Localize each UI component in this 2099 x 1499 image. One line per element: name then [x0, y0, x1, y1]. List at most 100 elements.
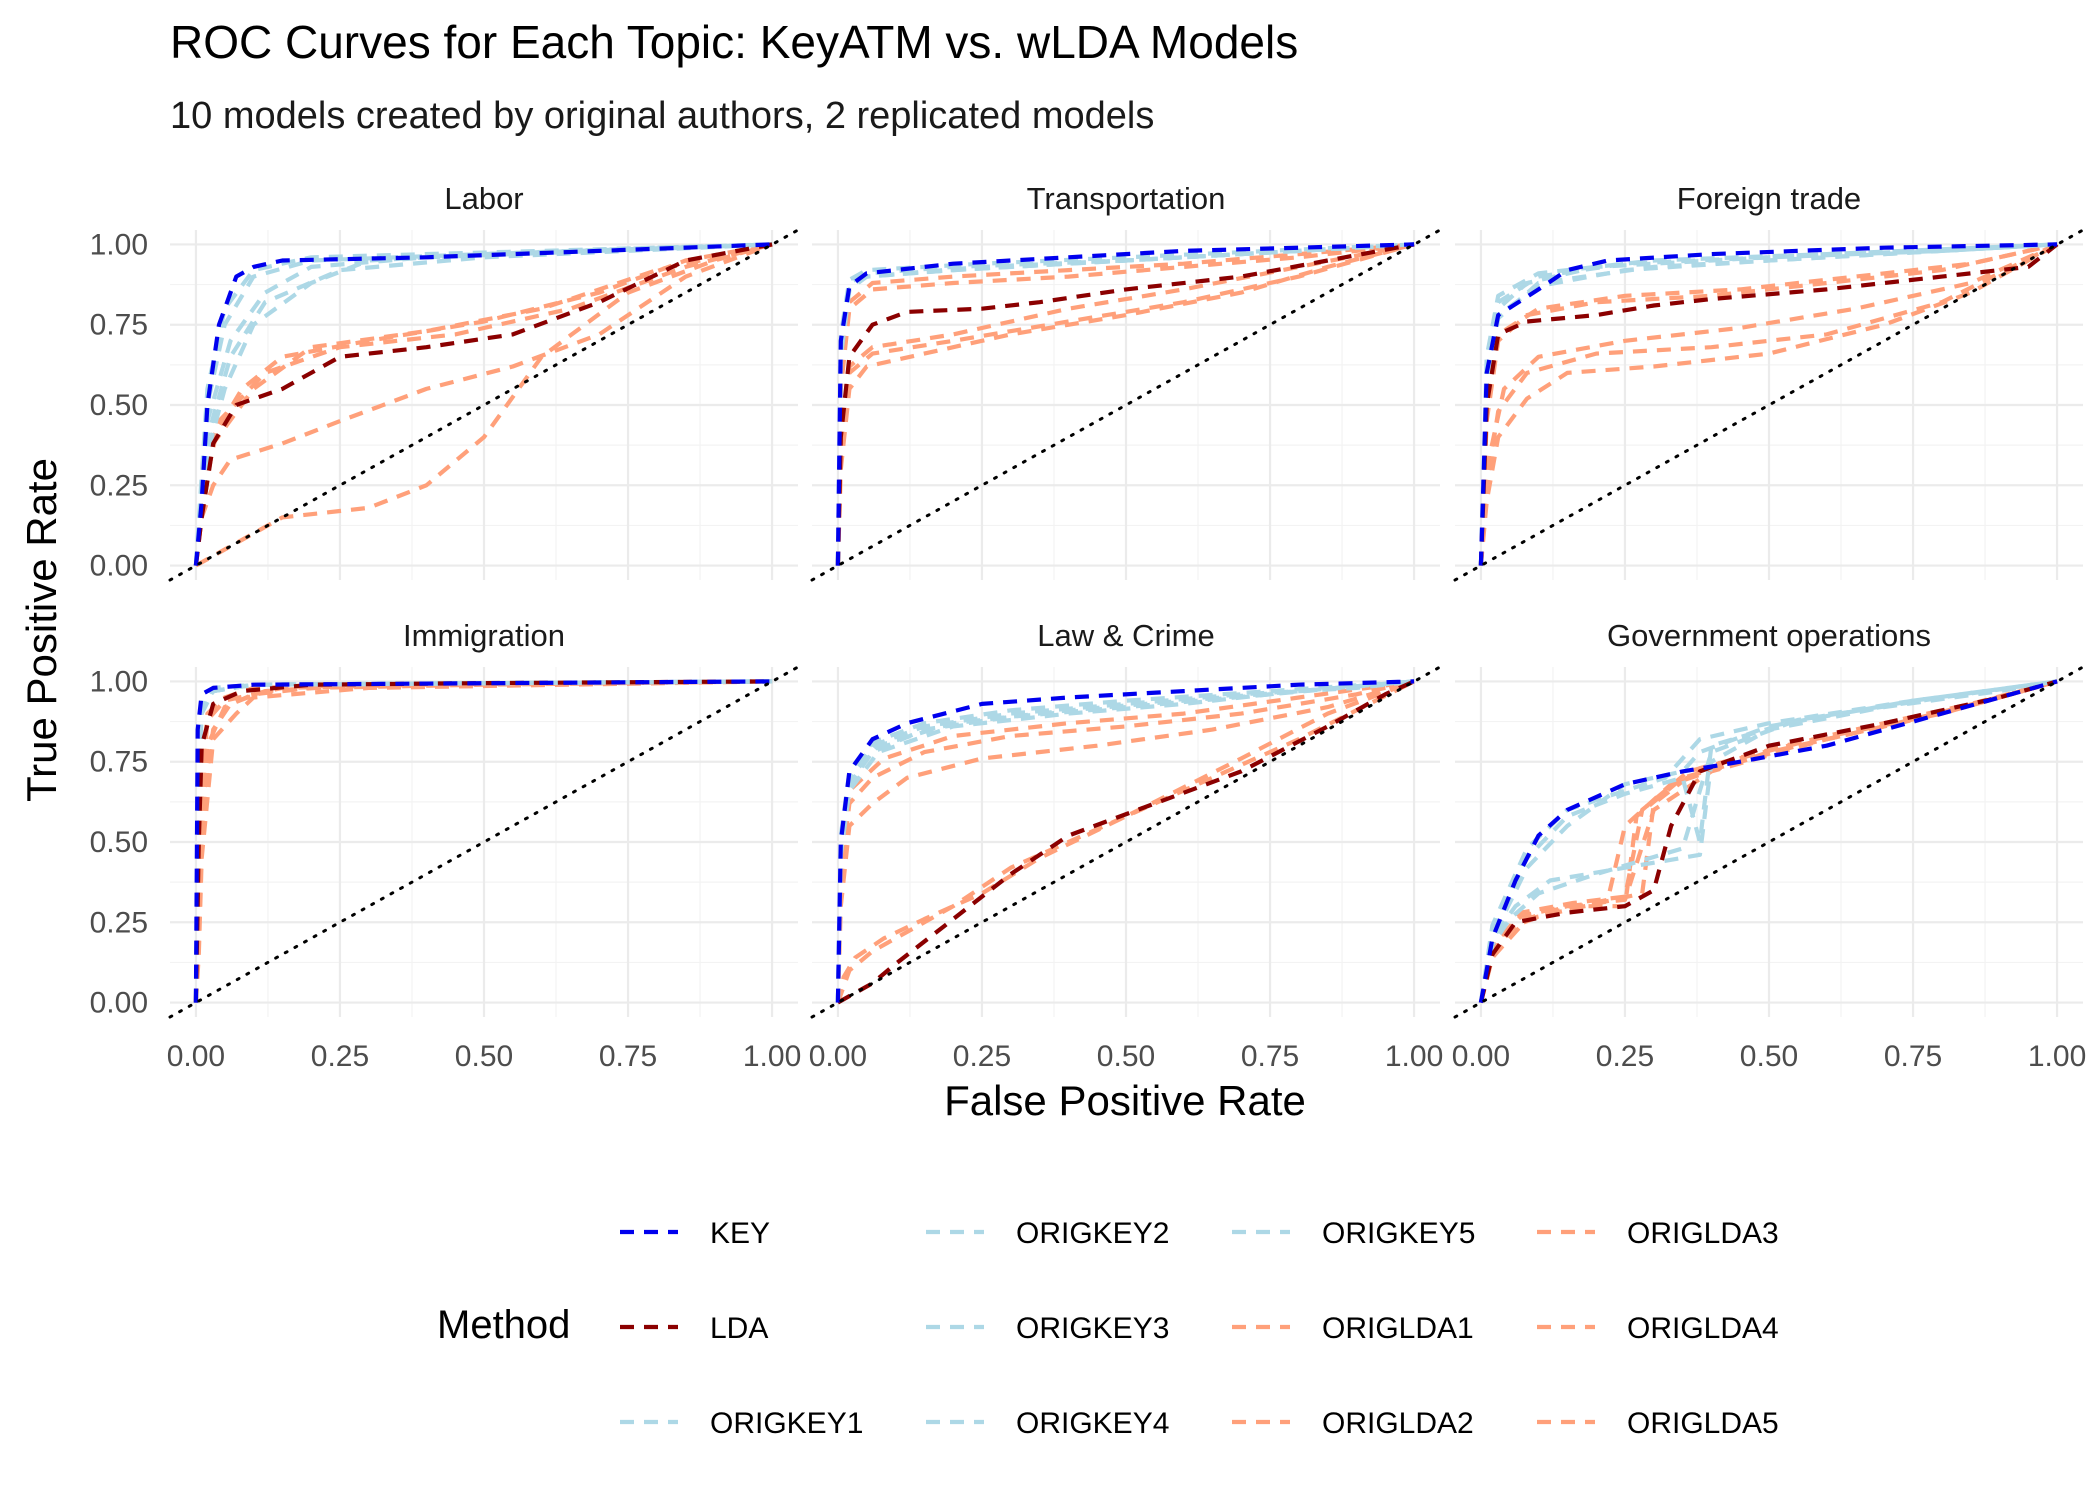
x-tick-label: 1.00	[743, 1040, 801, 1073]
legend-label: ORIGKEY4	[1016, 1407, 1169, 1440]
panel-strip-label: Law & Crime	[1037, 618, 1214, 653]
legend-item-origkey5: ORIGKEY5	[1232, 1217, 1475, 1250]
roc-line-lda	[1478, 679, 2058, 1004]
roc-line-lda	[193, 242, 773, 566]
x-tick-label: 0.25	[953, 1040, 1011, 1073]
roc-line-key	[835, 679, 1415, 1003]
roc-line-key	[193, 679, 773, 1003]
roc-line-origkey5	[835, 242, 1415, 566]
legend-item-origkey2: ORIGKEY2	[926, 1217, 1169, 1250]
panel-grid	[812, 230, 1440, 580]
x-tick-label: 0.00	[167, 1040, 225, 1073]
roc-line-key	[835, 242, 1415, 566]
y-tick-label: 1.00	[90, 228, 148, 261]
roc-line-origkey5	[1478, 679, 2058, 1003]
roc-line-origlda4	[1478, 242, 2058, 566]
roc-line-origkey3	[835, 679, 1415, 1003]
roc-line-origkey5	[193, 242, 773, 566]
x-tick-label: 0.50	[1097, 1040, 1155, 1073]
roc-line-origlda1	[1478, 679, 2058, 1004]
legend-item-origlda1: ORIGLDA1	[1232, 1312, 1474, 1345]
y-tick-label: 0.75	[90, 309, 148, 342]
panel-law-crime: Law & Crime 0.00 0.25 0.50 0.75 1.00	[809, 618, 1444, 1073]
legend-label: ORIGLDA2	[1322, 1407, 1474, 1440]
roc-line-key	[1478, 679, 2058, 1003]
y-axis-title: True Positive Rate	[18, 458, 65, 802]
roc-line-origkey4	[1478, 679, 2058, 1004]
y-tick-label: 0.00	[90, 987, 148, 1020]
legend-label: KEY	[710, 1217, 770, 1250]
legend-item-origlda4: ORIGLDA4	[1537, 1312, 1779, 1345]
chart-subtitle: 10 models created by original authors, 2…	[170, 95, 1154, 137]
panel-grid	[1455, 230, 2083, 580]
y-tick-label: 0.25	[90, 469, 148, 502]
y-tick-label: 0.75	[90, 746, 148, 779]
legend-label: ORIGKEY2	[1016, 1217, 1169, 1250]
reference-diagonal	[168, 228, 800, 582]
legend-item-lda: LDA	[620, 1312, 768, 1345]
legend-item-key: KEY	[620, 1217, 770, 1250]
x-tick-label: 1.00	[1385, 1040, 1443, 1073]
reference-diagonal	[1453, 228, 2085, 582]
legend-label: ORIGLDA4	[1627, 1312, 1779, 1345]
legend-item-origkey3: ORIGKEY3	[926, 1312, 1169, 1345]
legend: Method KEY LDA ORIGKEY1 ORIGKEY2 ORIGKEY3 ORI…	[437, 1217, 1779, 1440]
roc-line-origkey5	[835, 679, 1415, 1003]
legend-title: Method	[437, 1303, 570, 1347]
panel-foreign-trade: Foreign trade	[1453, 181, 2085, 582]
panel-labor: Labor 0.00 0.25 0.50 0.75 1.00	[90, 181, 800, 583]
roc-line-origlda4	[835, 679, 1415, 1003]
panel-grid	[812, 667, 1440, 1017]
legend-item-origkey4: ORIGKEY4	[926, 1407, 1169, 1440]
roc-line-origkey4	[835, 242, 1415, 566]
roc-line-origlda2	[835, 679, 1416, 1004]
legend-label: ORIGLDA5	[1627, 1407, 1779, 1440]
roc-line-lda	[835, 242, 1415, 566]
y-tick-label: 0.00	[90, 550, 148, 583]
panel-immigration: Immigration 0.00 0.25 0.50 0.75 1.00 0.00 0.25 0…	[90, 618, 802, 1073]
reference-diagonal	[1453, 665, 2085, 1019]
reference-diagonal	[168, 665, 800, 1019]
roc-line-lda	[193, 679, 773, 1003]
panel-strip-label: Labor	[444, 181, 523, 216]
legend-label: ORIGKEY3	[1016, 1312, 1169, 1345]
roc-line-origlda5	[1478, 679, 2058, 1004]
x-axis-title: False Positive Rate	[944, 1077, 1306, 1124]
reference-diagonal	[810, 228, 1442, 582]
x-tick-label: 0.75	[599, 1040, 657, 1073]
x-tick-label: 0.00	[809, 1040, 867, 1073]
legend-item-origlda2: ORIGLDA2	[1232, 1407, 1474, 1440]
panel-strip-label: Immigration	[403, 618, 565, 653]
facet-panels: Labor 0.00 0.25 0.50 0.75 1.00 Transportation F…	[90, 181, 2087, 1073]
legend-label: LDA	[710, 1312, 768, 1345]
legend-item-origlda5: ORIGLDA5	[1537, 1407, 1779, 1440]
roc-line-origkey1	[1478, 679, 2058, 1003]
legend-label: ORIGKEY5	[1322, 1217, 1475, 1250]
reference-diagonal	[810, 665, 1442, 1019]
roc-line-origlda1	[835, 679, 1415, 1004]
roc-line-lda	[1478, 242, 2059, 566]
x-tick-label: 0.25	[311, 1040, 369, 1073]
panel-strip-label: Foreign trade	[1677, 181, 1861, 216]
y-tick-label: 0.50	[90, 826, 148, 859]
roc-line-origlda3	[835, 679, 1415, 1003]
x-tick-label: 1.00	[2028, 1040, 2086, 1073]
legend-item-origkey1: ORIGKEY1	[620, 1407, 863, 1440]
legend-label: ORIGLDA1	[1322, 1312, 1474, 1345]
roc-line-origlda4	[193, 679, 773, 1003]
roc-line-origlda2	[193, 242, 773, 566]
legend-label: ORIGLDA3	[1627, 1217, 1779, 1250]
panel-transportation: Transportation	[810, 181, 1442, 582]
chart-title: ROC Curves for Each Topic: KeyATM vs. wL…	[170, 16, 1298, 68]
roc-line-origlda4	[835, 242, 1415, 566]
x-tick-label: 0.25	[1596, 1040, 1654, 1073]
x-tick-label: 0.50	[455, 1040, 513, 1073]
roc-line-origlda1	[1478, 242, 2059, 566]
y-tick-label: 0.50	[90, 389, 148, 422]
panel-government-operations: Government operations 0.00 0.25 0.50 0.75 1.0…	[1452, 618, 2087, 1073]
roc-line-origlda1	[835, 242, 1415, 566]
x-tick-label: 0.50	[1740, 1040, 1798, 1073]
panel-strip-label: Transportation	[1027, 181, 1226, 216]
y-tick-label: 1.00	[90, 665, 148, 698]
